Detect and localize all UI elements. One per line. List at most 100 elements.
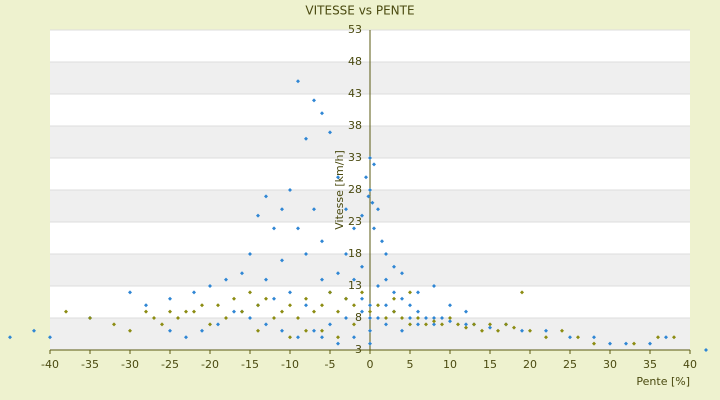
point <box>288 335 292 340</box>
point <box>272 316 276 320</box>
point <box>344 207 348 212</box>
point <box>448 319 452 324</box>
point <box>496 328 500 333</box>
point <box>408 290 412 295</box>
point <box>416 309 420 314</box>
point <box>184 309 188 314</box>
point <box>448 303 452 308</box>
point <box>528 328 532 333</box>
point <box>312 207 316 212</box>
point <box>288 290 292 295</box>
y-tick-label: 28 <box>348 183 362 196</box>
point <box>336 175 340 180</box>
point <box>296 316 300 320</box>
point <box>216 322 220 327</box>
point <box>512 325 516 330</box>
y-tick-label: 23 <box>348 215 362 228</box>
point <box>272 226 276 231</box>
point <box>368 328 372 333</box>
point <box>488 325 492 330</box>
point <box>592 335 596 340</box>
point <box>648 341 652 346</box>
point <box>368 188 372 192</box>
point <box>320 111 324 116</box>
point <box>384 316 388 320</box>
y-tick-label: 33 <box>348 151 362 164</box>
point <box>320 328 324 333</box>
point <box>256 328 260 333</box>
point <box>128 290 132 295</box>
point <box>224 277 228 282</box>
point <box>168 309 172 314</box>
point <box>272 296 276 301</box>
point <box>344 296 348 301</box>
point <box>304 296 308 301</box>
chart-title: VITESSE vs PENTE <box>305 4 414 18</box>
point <box>160 322 164 327</box>
point <box>664 335 668 340</box>
point <box>280 328 284 333</box>
point <box>280 258 284 263</box>
point <box>240 271 244 276</box>
point <box>112 322 116 327</box>
point <box>200 303 204 308</box>
point <box>144 309 148 314</box>
point <box>88 316 92 320</box>
point <box>392 264 396 269</box>
point <box>144 303 148 308</box>
y-tick-label: 43 <box>348 87 362 100</box>
point <box>192 309 196 314</box>
point <box>128 328 132 333</box>
point <box>280 207 284 212</box>
x-tick-label: -25 <box>161 358 179 371</box>
point <box>248 252 252 256</box>
point <box>208 322 212 327</box>
point <box>464 309 468 314</box>
x-tick-label: -15 <box>241 358 259 371</box>
y-tick-label: 13 <box>348 279 362 292</box>
point <box>366 194 371 199</box>
point <box>264 296 268 301</box>
point <box>288 188 292 192</box>
x-tick-label: -40 <box>41 358 59 371</box>
point <box>376 316 380 320</box>
point <box>288 303 292 308</box>
point <box>384 252 388 256</box>
point <box>440 322 444 327</box>
x-tick-label: -5 <box>325 358 336 371</box>
point <box>168 328 172 333</box>
point <box>372 162 376 167</box>
point <box>408 322 412 327</box>
point <box>312 309 316 314</box>
point <box>192 290 196 295</box>
point <box>392 309 396 314</box>
point <box>368 341 372 346</box>
point <box>384 322 388 327</box>
x-tick-label: 0 <box>367 358 374 371</box>
point <box>704 348 708 352</box>
point <box>304 136 308 141</box>
point <box>544 335 548 340</box>
point <box>184 335 188 340</box>
point <box>624 341 628 346</box>
x-tick-label: -20 <box>201 358 219 371</box>
point <box>472 322 476 327</box>
x-axis-title: Pente [%] <box>636 375 690 388</box>
point <box>400 271 404 276</box>
point <box>364 175 368 180</box>
x-tick-label: 15 <box>483 358 497 371</box>
point <box>344 252 348 256</box>
point <box>264 194 268 199</box>
point <box>408 303 412 308</box>
point <box>544 328 548 333</box>
point <box>432 319 436 324</box>
point <box>400 296 404 301</box>
point <box>384 303 388 308</box>
point <box>432 316 436 320</box>
point <box>392 290 396 295</box>
point <box>320 335 324 340</box>
point <box>560 328 564 333</box>
point <box>384 277 388 282</box>
point <box>672 335 676 340</box>
point <box>376 207 380 212</box>
